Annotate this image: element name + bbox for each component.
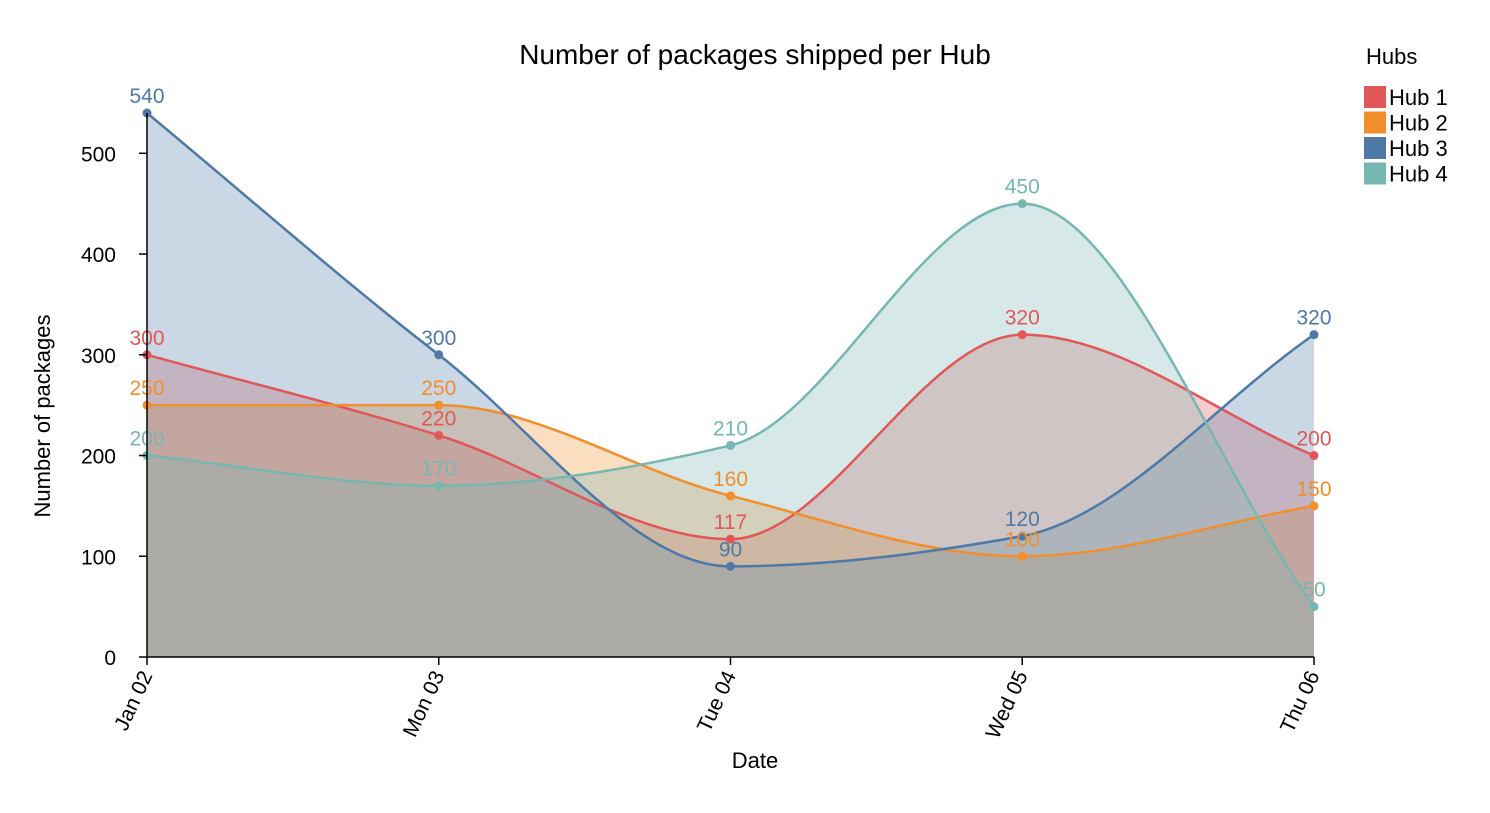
point-hub-4 bbox=[1309, 602, 1319, 612]
value-label-hub-2: 150 bbox=[1296, 478, 1331, 501]
point-hub-4 bbox=[1017, 199, 1027, 209]
area-hub-3 bbox=[147, 113, 1314, 657]
y-tick-label: 200 bbox=[81, 446, 116, 469]
value-label-hub-2: 100 bbox=[1005, 528, 1040, 551]
point-hub-3 bbox=[1017, 531, 1027, 541]
value-label-hub-3: 540 bbox=[129, 85, 164, 108]
point-hub-3 bbox=[434, 350, 444, 360]
value-label-hub-3: 320 bbox=[1296, 307, 1331, 330]
value-label-hub-3: 300 bbox=[421, 327, 456, 350]
x-tick-label: Tue 04 bbox=[693, 667, 741, 736]
legend-label-hub-2[interactable]: Hub 2 bbox=[1389, 111, 1448, 136]
y-tick-label: 100 bbox=[81, 546, 116, 569]
point-hub-3 bbox=[1309, 330, 1319, 340]
value-label-hub-1: 200 bbox=[1296, 428, 1331, 451]
point-hub-1 bbox=[726, 534, 735, 544]
y-tick-label: 400 bbox=[81, 244, 116, 267]
point-hub-4 bbox=[434, 481, 444, 491]
x-tick-label: Wed 05 bbox=[982, 667, 1033, 742]
point-hub-2 bbox=[726, 491, 735, 501]
x-tick-label: Mon 03 bbox=[399, 667, 449, 740]
value-label-hub-4: 50 bbox=[1302, 579, 1325, 602]
value-label-hub-2: 160 bbox=[713, 468, 748, 491]
point-hub-4 bbox=[726, 440, 735, 450]
y-tick-label: 0 bbox=[104, 647, 116, 670]
point-hub-1 bbox=[1017, 330, 1027, 340]
legend-label-hub-1[interactable]: Hub 1 bbox=[1389, 85, 1448, 110]
y-tick-label: 300 bbox=[81, 345, 116, 368]
line-hub-4 bbox=[146, 202, 1316, 608]
point-hub-2 bbox=[1309, 501, 1319, 511]
legend-label-hub-3[interactable]: Hub 3 bbox=[1389, 136, 1448, 161]
y-axis-label: Number of packages bbox=[30, 315, 55, 518]
point-hub-3 bbox=[726, 561, 735, 571]
y-tick-label: 500 bbox=[81, 143, 116, 166]
value-label-hub-1: 117 bbox=[714, 511, 747, 534]
point-hub-2 bbox=[1017, 551, 1027, 561]
x-tick-label: Jan 02 bbox=[110, 667, 157, 734]
value-label-hub-3: 120 bbox=[1005, 508, 1040, 531]
value-label-hub-4: 210 bbox=[713, 417, 748, 440]
area-hub-1 bbox=[147, 334, 1314, 657]
value-label-hub-1: 320 bbox=[1005, 307, 1040, 330]
area-hub-4 bbox=[147, 203, 1314, 657]
value-label-hub-1: 220 bbox=[421, 407, 456, 430]
point-hub-1 bbox=[434, 430, 444, 440]
point-hub-2 bbox=[434, 400, 444, 410]
value-label-hub-4: 450 bbox=[1005, 176, 1040, 199]
legend-swatch-hub-1[interactable] bbox=[1364, 86, 1386, 108]
line-hub-1 bbox=[146, 333, 1315, 541]
legend-label-hub-4[interactable]: Hub 4 bbox=[1389, 162, 1448, 187]
x-tick-label: Thu 06 bbox=[1276, 667, 1324, 736]
point-hub-1 bbox=[1309, 451, 1319, 461]
x-axis-label: Date bbox=[732, 748, 778, 773]
legend-swatch-hub-2[interactable] bbox=[1364, 111, 1386, 134]
area-hub-2 bbox=[147, 405, 1314, 657]
value-label-hub-2: 250 bbox=[421, 377, 456, 400]
legend-swatch-hub-3[interactable] bbox=[1364, 137, 1386, 159]
chart-title: Number of packages shipped per Hub bbox=[519, 39, 991, 70]
value-label-hub-4: 170 bbox=[421, 458, 456, 481]
legend-title: Hubs bbox=[1366, 44, 1417, 69]
value-label-hub-3: 90 bbox=[719, 538, 742, 561]
area-layer bbox=[147, 113, 1314, 657]
legend-swatch-hub-4[interactable] bbox=[1364, 162, 1386, 185]
